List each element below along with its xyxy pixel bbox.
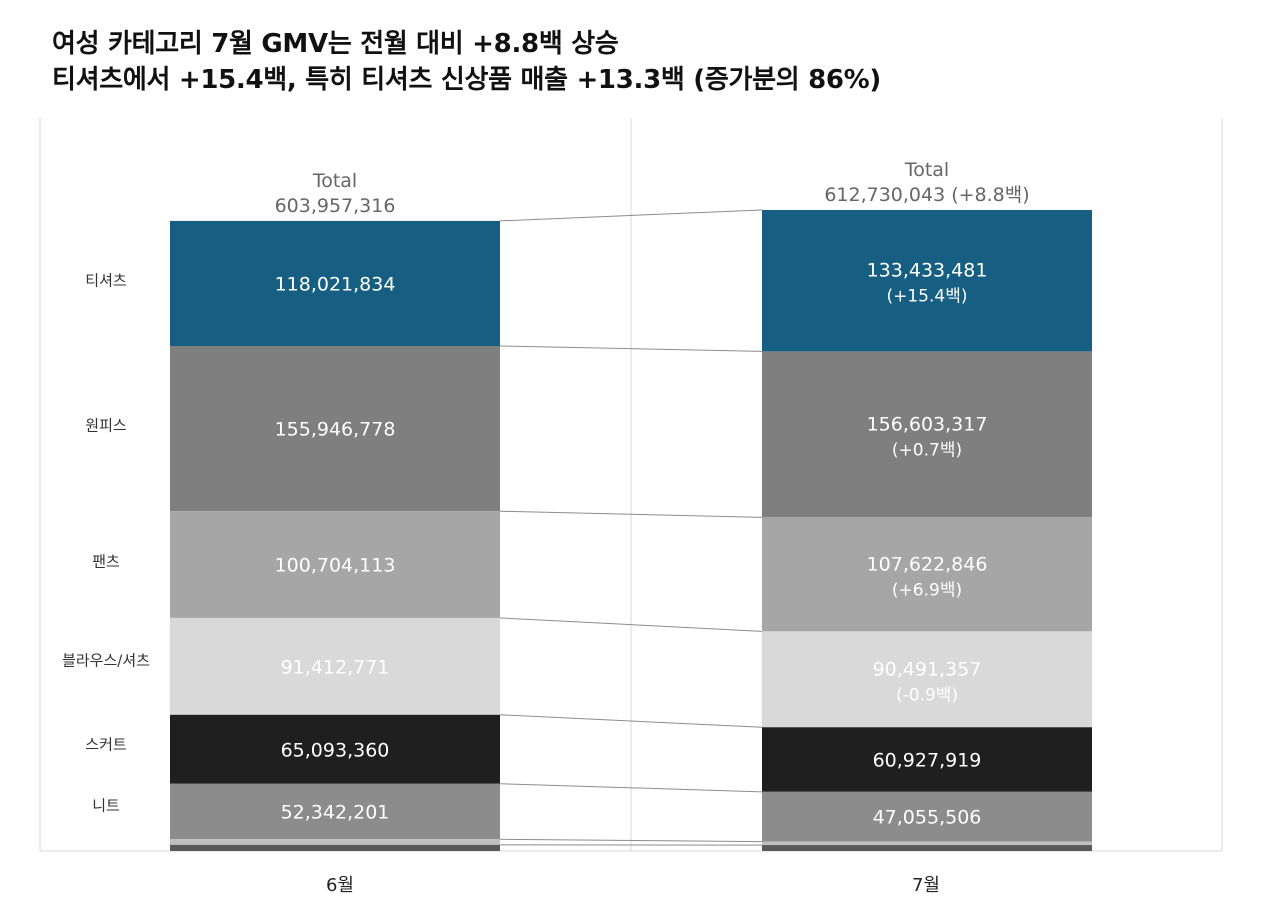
chart-title-line-2: 티셔츠에서 +15.4백, 특히 티셔츠 신상품 매출 +13.3백 (증가분의… bbox=[52, 65, 881, 95]
total-value: 612,730,043 (+8.8백) bbox=[824, 184, 1029, 206]
data-label: 47,055,506 bbox=[873, 807, 982, 829]
chart-title: 여성 카테고리 7월 GMV는 전월 대비 +8.8백 상승 티셔츠에서 +15… bbox=[52, 26, 881, 98]
bar-segment bbox=[762, 841, 1092, 846]
bar-segment bbox=[762, 727, 1092, 792]
data-label: 65,093,360 bbox=[281, 739, 390, 761]
connector-lines bbox=[499, 209, 763, 846]
series-label: 블라우스/셔츠 bbox=[62, 651, 150, 669]
bar-segment bbox=[762, 351, 1092, 518]
bar-segment bbox=[170, 345, 500, 512]
bar-segments bbox=[170, 210, 1092, 851]
bar-segment bbox=[762, 631, 1092, 728]
connector-line bbox=[499, 345, 763, 352]
series-label: 티셔츠 bbox=[85, 271, 127, 289]
data-label: 133,433,481 bbox=[867, 260, 988, 282]
data-label-delta: (+15.4백) bbox=[886, 287, 967, 307]
bar-segment bbox=[762, 517, 1092, 632]
data-label: 107,622,846 bbox=[867, 553, 988, 575]
series-label: 팬츠 bbox=[92, 553, 120, 571]
x-tick-label: 6월 bbox=[326, 875, 354, 896]
data-label-delta: (+6.9백) bbox=[892, 580, 962, 600]
bar-segment bbox=[762, 845, 1092, 851]
series-label: 스커트 bbox=[85, 735, 127, 753]
connector-line bbox=[499, 510, 763, 518]
bar-segment bbox=[762, 210, 1092, 352]
total-value: 603,957,316 bbox=[275, 195, 396, 217]
data-label-delta: (-0.9백) bbox=[896, 685, 958, 705]
data-label: 156,603,317 bbox=[867, 413, 988, 435]
total-label: Total bbox=[904, 159, 949, 181]
bar-segment bbox=[170, 617, 500, 715]
segment-labels: 118,021,834 155,946,778 100,704,113 91,412,… bbox=[62, 159, 1030, 896]
data-label: 52,342,201 bbox=[281, 802, 390, 824]
connector-line bbox=[499, 783, 763, 793]
data-label: 155,946,778 bbox=[275, 419, 396, 441]
connector-line bbox=[499, 209, 763, 222]
bar-segment bbox=[170, 844, 500, 851]
connector-line bbox=[499, 714, 763, 728]
bar-segment bbox=[170, 783, 500, 840]
data-label: 100,704,113 bbox=[275, 555, 396, 577]
bar-segment bbox=[170, 220, 500, 346]
connector-line bbox=[499, 838, 763, 843]
connector-line bbox=[499, 617, 763, 632]
bar-segment bbox=[170, 714, 500, 784]
bar-segment bbox=[170, 511, 500, 618]
bar-segment bbox=[762, 791, 1092, 842]
bar-segment bbox=[170, 839, 500, 845]
x-tick-label: 7월 bbox=[912, 875, 940, 896]
total-label: Total bbox=[312, 170, 357, 192]
data-label: 91,412,771 bbox=[281, 656, 390, 678]
data-label: 118,021,834 bbox=[275, 273, 396, 295]
series-label: 원피스 bbox=[85, 417, 127, 435]
series-label: 니트 bbox=[92, 797, 120, 815]
data-label: 90,491,357 bbox=[873, 658, 982, 680]
data-label-delta: (+0.7백) bbox=[892, 440, 962, 460]
chart-title-line-1: 여성 카테고리 7월 GMV는 전월 대비 +8.8백 상승 bbox=[52, 29, 619, 59]
data-label: 60,927,919 bbox=[873, 750, 982, 772]
